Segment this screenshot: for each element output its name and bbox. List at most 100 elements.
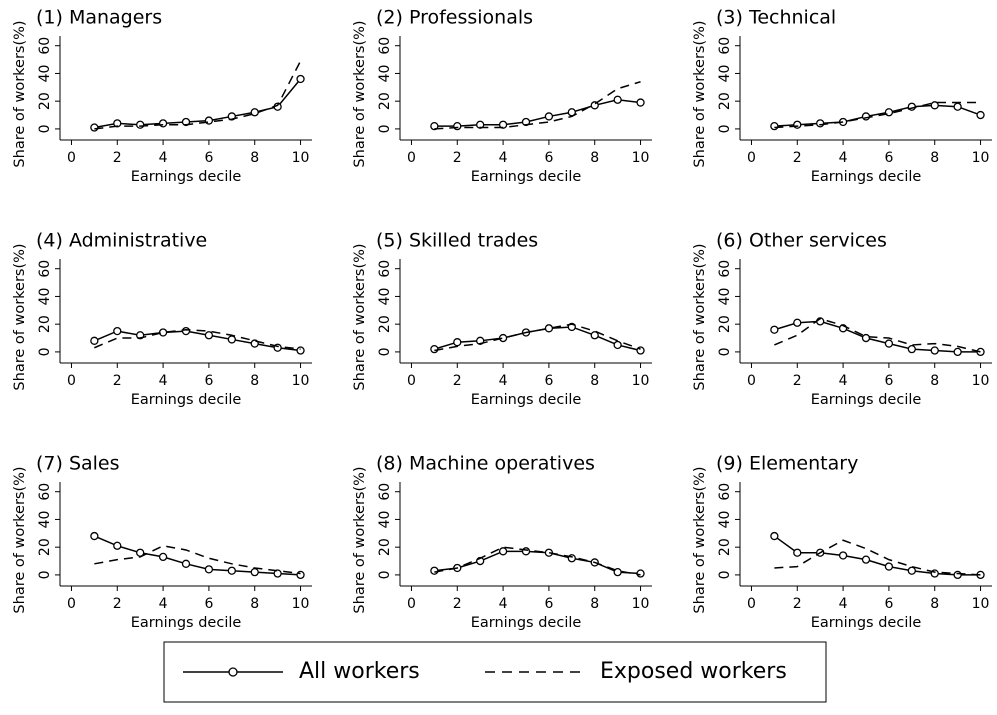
x-tick-label: 0 bbox=[747, 596, 756, 612]
x-tick-label: 8 bbox=[590, 373, 599, 389]
y-tick-label: 20 bbox=[717, 315, 733, 333]
y-tick-label: 0 bbox=[37, 570, 53, 579]
data-point bbox=[113, 541, 122, 550]
data-point bbox=[136, 120, 145, 129]
legend-label: All workers bbox=[299, 659, 420, 684]
x-tick-label: 10 bbox=[632, 373, 650, 389]
x-tick-label: 8 bbox=[590, 596, 599, 612]
y-tick-label: 60 bbox=[37, 37, 53, 55]
panel: (4) Administrative 0 20 40 60 0 2 4 6 8 10 Earnings… bbox=[12, 230, 312, 408]
data-point bbox=[770, 531, 779, 541]
x-axis-title: Earnings decile bbox=[811, 392, 922, 408]
x-tick-label: 8 bbox=[250, 150, 259, 166]
x-tick-label: 2 bbox=[793, 596, 802, 612]
y-tick-label: 0 bbox=[377, 347, 393, 356]
data-line bbox=[774, 317, 981, 353]
x-tick-label: 4 bbox=[159, 596, 168, 612]
data-point bbox=[204, 331, 214, 340]
panel-title: (5) Skilled trades bbox=[376, 230, 538, 252]
panel: (8) Machine operatives 0 20 40 60 0 2 4 6 8 10 Earn… bbox=[352, 453, 652, 631]
panel-title: (1) Managers bbox=[36, 7, 162, 29]
y-tick-label: 40 bbox=[37, 511, 53, 529]
data-point bbox=[793, 548, 802, 557]
x-axis-title: Earnings decile bbox=[471, 615, 582, 631]
x-tick-label: 6 bbox=[204, 373, 213, 389]
data-line bbox=[94, 330, 301, 352]
x-tick-label: 4 bbox=[499, 150, 508, 166]
x-tick-label: 4 bbox=[499, 373, 508, 389]
y-tick-label: 0 bbox=[717, 347, 733, 356]
data-point bbox=[953, 570, 962, 580]
y-tick-label: 0 bbox=[37, 347, 53, 356]
panel-title: (7) Sales bbox=[36, 453, 120, 475]
data-point bbox=[953, 102, 962, 111]
data-point bbox=[861, 555, 871, 564]
x-tick-label: 8 bbox=[590, 150, 599, 166]
y-tick-label: 60 bbox=[717, 483, 733, 501]
data-point bbox=[430, 121, 439, 131]
data-point bbox=[181, 326, 191, 336]
data-point bbox=[158, 328, 168, 337]
x-axis-title: Earnings decile bbox=[811, 615, 922, 631]
data-point bbox=[498, 547, 508, 556]
y-axis-title: Share of workers(%) bbox=[692, 243, 708, 390]
x-axis-title: Earnings decile bbox=[131, 169, 242, 185]
x-tick-label: 10 bbox=[972, 150, 990, 166]
y-axis-title: Share of workers(%) bbox=[12, 243, 28, 390]
x-tick-label: 6 bbox=[204, 150, 213, 166]
y-tick-label: 20 bbox=[37, 92, 53, 110]
y-tick-label: 0 bbox=[37, 124, 53, 133]
legend: All workers Exposed workers bbox=[163, 641, 827, 703]
data-point bbox=[590, 331, 599, 340]
data-point bbox=[907, 566, 916, 575]
x-tick-label: 0 bbox=[747, 150, 756, 166]
data-line bbox=[94, 545, 301, 575]
x-tick-label: 0 bbox=[407, 596, 416, 612]
x-tick-label: 4 bbox=[839, 373, 848, 389]
data-point bbox=[544, 112, 554, 121]
panel: (5) Skilled trades 0 20 40 60 0 2 4 6 8 10 Earnings… bbox=[352, 230, 652, 408]
y-tick-label: 40 bbox=[717, 511, 733, 529]
panel-title: (4) Administrative bbox=[36, 230, 207, 252]
data-point bbox=[544, 324, 554, 333]
x-tick-label: 10 bbox=[972, 596, 990, 612]
data-point bbox=[976, 110, 985, 120]
y-tick-label: 40 bbox=[717, 288, 733, 306]
data-point bbox=[793, 120, 802, 129]
legend-label: Exposed workers bbox=[600, 659, 787, 684]
x-tick-label: 10 bbox=[292, 373, 310, 389]
y-tick-label: 0 bbox=[377, 570, 393, 579]
data-point bbox=[204, 116, 214, 125]
x-axis-title: Earnings decile bbox=[131, 615, 242, 631]
legend-box bbox=[163, 641, 827, 703]
data-line bbox=[434, 323, 641, 352]
x-tick-label: 2 bbox=[453, 150, 462, 166]
data-point bbox=[430, 566, 439, 575]
x-tick-label: 4 bbox=[839, 596, 848, 612]
data-point bbox=[453, 121, 462, 131]
data-point bbox=[430, 344, 439, 354]
y-tick-label: 60 bbox=[377, 37, 393, 55]
x-tick-label: 10 bbox=[292, 150, 310, 166]
y-tick-label: 20 bbox=[717, 538, 733, 556]
x-tick-label: 10 bbox=[292, 596, 310, 612]
y-tick-label: 20 bbox=[37, 538, 53, 556]
x-tick-label: 2 bbox=[113, 373, 122, 389]
x-axis-title: Earnings decile bbox=[811, 169, 922, 185]
y-tick-label: 60 bbox=[717, 260, 733, 278]
y-tick-label: 40 bbox=[37, 288, 53, 306]
data-point bbox=[816, 119, 825, 128]
y-tick-label: 60 bbox=[37, 483, 53, 501]
x-tick-label: 2 bbox=[453, 373, 462, 389]
data-point bbox=[250, 567, 259, 577]
panel-title: (9) Elementary bbox=[716, 453, 858, 475]
x-tick-label: 2 bbox=[113, 596, 122, 612]
y-axis-title: Share of workers(%) bbox=[352, 20, 368, 167]
data-point bbox=[636, 569, 645, 578]
data-point bbox=[838, 551, 848, 560]
y-tick-label: 40 bbox=[377, 511, 393, 529]
x-tick-label: 6 bbox=[884, 596, 893, 612]
data-point bbox=[793, 318, 802, 327]
panel-title: (3) Technical bbox=[716, 7, 836, 29]
